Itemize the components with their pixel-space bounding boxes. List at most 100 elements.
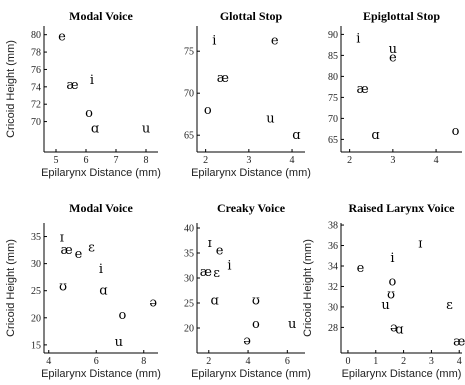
data-point-label: æ [217,71,229,86]
data-point-label: o [85,106,93,121]
data-point-label: o [118,308,126,323]
panel-4: Modal Voice 4 6 8 15 20 25 30 35 Epilarynx Distan… [5,201,161,380]
panel-title: Modal Voice [69,9,133,23]
x-axis-label: Epilarynx Distance (mm) [41,368,161,380]
data-point-label: ə [390,320,398,335]
x-tick-label: 2 [203,155,208,166]
data-point-label: i [227,259,231,274]
data-point-label: ɪ [418,236,422,251]
x-tick-label: 7 [114,155,119,166]
y-tick-label: 30 [328,302,338,313]
y-tick-label: 30 [31,259,41,270]
data-point-label: ɪ [60,231,64,246]
data-point-label: u [288,317,296,332]
data-point-label: u [115,335,123,350]
x-tick-label: 3 [390,155,395,166]
y-tick-label: 72 [31,100,41,111]
data-point-label: ɛ [213,266,220,281]
data-point-label: e [216,244,224,259]
y-tick-label: 90 [328,30,338,41]
data-point-label: ɑ [292,128,300,143]
data-point-label: i [212,33,216,48]
y-tick-label: 25 [31,286,41,297]
y-tick-label: 36 [328,241,338,252]
y-tick-label: 80 [328,72,338,83]
data-point-label: u [389,42,397,57]
y-tick-label: 76 [31,65,41,76]
panel-title: Modal Voice [69,201,133,215]
x-axis-label: Epilarynx Distance (mm) [191,368,311,380]
data-point-label: e [271,33,279,48]
y-axis-label: Cricoid Height (mm) [302,239,314,337]
data-point-label: ɛ [88,240,95,255]
data-point-label: ɛ [446,298,453,313]
y-axis-label: Cricoid Height (mm) [5,239,17,337]
x-tick-label: 2 [347,155,352,166]
data-point-label: ɪ [208,236,212,251]
x-tick-label: 4 [46,356,51,367]
data-point-label: e [389,51,397,66]
data-point-label: ɑ [371,128,379,143]
y-tick-label: 32 [328,282,338,293]
x-tick-label: 4 [246,356,251,367]
panel-2: Glottal Stop 2 3 4 65 70 75 Epilarynx Distance … [184,9,311,179]
x-tick-label: 6 [84,155,89,166]
y-tick-label: 15 [31,340,41,351]
panel-title: Raised Larynx Voice [348,201,455,215]
panel-title: Creaky Voice [217,201,286,215]
data-point-label: i [90,73,94,88]
data-point-label: ʊ [59,279,67,294]
x-tick-label: 2 [401,356,406,367]
data-point-label: ə [149,296,157,311]
y-tick-label: 20 [184,324,194,335]
data-point-label: ʊ [387,288,395,303]
data-point-label: æ [453,335,465,350]
data-point-label: o [452,124,460,139]
data-point-label: ɑ [395,322,403,337]
x-tick-label: 2 [206,356,211,367]
y-tick-label: 35 [31,232,41,243]
y-tick-label: 80 [31,30,41,41]
data-point-label: ɑ [99,284,107,299]
x-tick-label: 6 [285,356,290,367]
y-axis-label: Cricoid Height (mm) [5,40,17,138]
x-tick-label: 4 [290,155,295,166]
y-tick-label: 20 [31,313,41,324]
data-point-label: e [357,261,365,276]
panel-3: Epiglottal Stop 2 3 4 65 70 75 80 85 90 i ue æ ɑ o [328,9,462,166]
y-tick-label: 70 [31,117,41,128]
x-tick-label: 5 [54,155,59,166]
data-point-label: ʊ [252,294,260,309]
x-axis-label: Epilarynx Distance (mm) [342,368,462,380]
data-point-label: i [99,262,103,277]
y-tick-label: 25 [184,299,194,310]
y-tick-label: 35 [184,249,194,260]
y-tick-label: 74 [31,82,41,93]
data-point-label: o [204,103,212,118]
data-point-label: o [252,317,260,332]
x-tick-label: 6 [94,356,99,367]
data-point-label: e [75,247,83,262]
y-tick-label: 30 [184,274,194,285]
x-tick-label: 8 [141,356,146,367]
y-tick-label: 70 [184,89,194,100]
x-tick-label: 4 [434,155,439,166]
data-point-label: æ [66,78,78,93]
y-tick-label: 40 [184,224,194,235]
data-point-label: i [390,251,394,266]
data-point-label: o [389,274,397,289]
data-point-label: ə [243,334,251,349]
data-point-label: æ [356,82,368,97]
data-point-label: ɑ [211,294,219,309]
y-tick-label: 38 [328,221,338,232]
data-point-label: e [58,29,66,44]
panel-title: Glottal Stop [220,9,283,23]
x-axis-label: Epilarynx Distance (mm) [41,167,161,179]
x-tick-label: 3 [429,356,434,367]
data-point-label: u [381,298,389,313]
y-tick-label: 65 [328,135,338,146]
x-tick-label: 4 [457,356,462,367]
